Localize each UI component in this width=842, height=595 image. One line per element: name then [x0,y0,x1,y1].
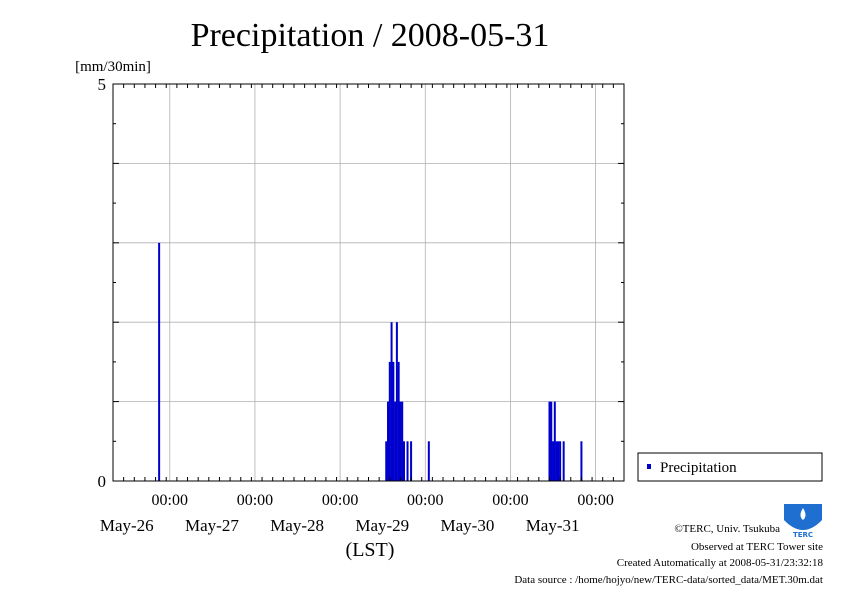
bar [580,441,583,481]
legend: Precipitation [637,452,823,482]
x-tick-date-label: May-28 [270,516,324,535]
label-layer: 0 5 00:00 May-26 00:00 May-27 00:00 May-28 00:00… [98,75,614,535]
credit-created: Created Automatically at 2008-05-31/23:3… [617,557,824,569]
bar [562,441,565,481]
bar [427,441,430,481]
bar [397,361,400,481]
x-tick-time-label: 00:00 [237,492,273,509]
bar [552,441,555,481]
credit-source: Data source : /home/hojyo/new/TERC-data/… [514,574,823,586]
terc-logo-drop [800,508,806,520]
credits: ©TERC, Univ. Tsukuba Observed at TERC To… [514,523,823,586]
credit-copyright: ©TERC, Univ. Tsukuba [674,523,780,535]
terc-logo: TERC [784,504,822,539]
x-tick-date-label: May-31 [526,516,580,535]
bar [557,441,560,481]
bar [385,441,388,481]
bar [158,242,161,481]
bar [402,441,405,481]
legend-box [637,452,823,482]
bar [410,441,413,481]
bar [401,401,404,481]
chart-title: Precipitation / 2008-05-31 [191,17,550,54]
y-tick-label: 5 [98,75,107,94]
x-tick-date-label: May-26 [100,516,154,535]
bar [392,361,395,481]
bar [390,322,393,481]
x-axis-label: (LST) [346,539,395,561]
credit-observed: Observed at TERC Tower site [691,541,823,553]
legend-swatch [647,464,651,469]
x-tick-time-label: 00:00 [407,492,443,509]
bar [387,401,390,481]
x-tick-time-label: 00:00 [152,492,188,509]
bar [395,322,398,481]
plot-frame [112,83,625,482]
bar [559,441,562,481]
bar [553,401,556,481]
x-tick-time-label: 00:00 [492,492,528,509]
grid-layer [113,84,624,481]
bar [550,401,553,481]
x-tick-time-label: 00:00 [577,492,613,509]
bar [394,401,397,481]
bars-layer [158,242,583,481]
legend-label: Precipitation [660,460,737,476]
bar [406,441,409,481]
terc-logo-text: TERC [793,531,813,539]
bar [399,401,402,481]
x-tick-time-label: 00:00 [322,492,358,509]
y-tick-label: 0 [98,472,107,491]
x-tick-date-label: May-27 [185,516,239,535]
y-axis-label: [mm/30min] [75,59,151,75]
bar [555,441,558,481]
x-tick-date-label: May-29 [355,516,409,535]
x-tick-date-label: May-30 [441,516,495,535]
bar [548,401,551,481]
bar [388,361,391,481]
axis-layer [112,83,625,482]
